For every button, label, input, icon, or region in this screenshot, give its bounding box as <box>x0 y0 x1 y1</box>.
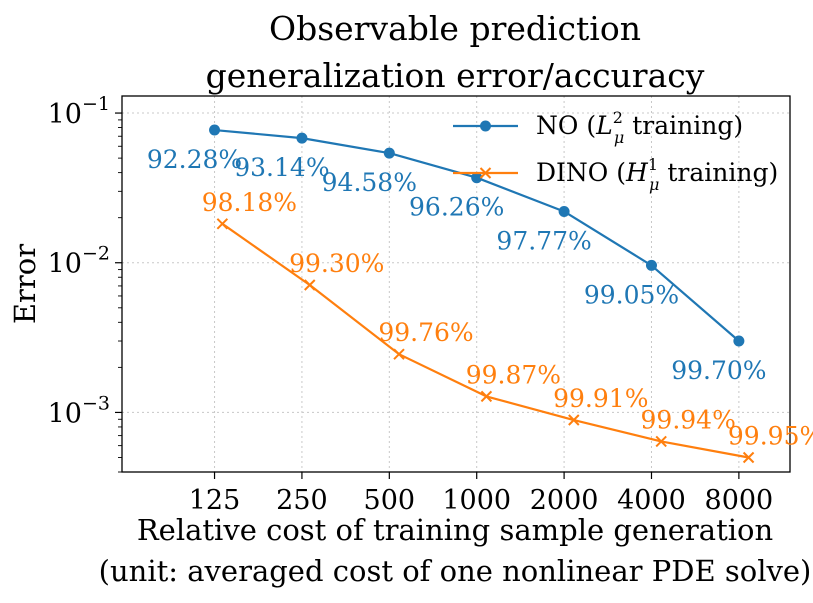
x-tick-label: 8000 <box>705 485 774 516</box>
y-axis-ticks: 10−3 10−2 10−1 <box>48 93 122 429</box>
data-point-dino <box>480 390 493 403</box>
x-axis-label-line2: (unit: averaged cost of one nonlinear PD… <box>99 554 812 588</box>
annotations: 92.28%93.14%94.58%96.26% 97.77% 99.05% 99.7… <box>147 145 813 450</box>
data-point-no <box>209 124 221 136</box>
annotation-no: 93.14% <box>234 153 329 182</box>
legend: NO (L2 μ training) DINO (H1 μ training) <box>453 108 778 194</box>
minor-ticks <box>118 119 122 473</box>
annotation-dino: 99.91% <box>553 384 648 413</box>
annotation-no: 94.58% <box>322 168 417 197</box>
data-point-no <box>558 205 570 217</box>
x-tick-label: 2000 <box>530 485 599 516</box>
data-point-no <box>471 172 483 184</box>
x-tick-label: 1000 <box>442 485 511 516</box>
annotation-dino: 99.94% <box>641 405 736 434</box>
data-point-dino <box>742 451 755 464</box>
annotation-no: 99.70% <box>671 356 766 385</box>
y-tick-label: 10−2 <box>48 243 110 280</box>
data-point-no <box>383 147 395 159</box>
data-point-no <box>733 335 745 347</box>
annotation-no: 96.26% <box>409 193 504 222</box>
grid <box>122 96 790 472</box>
legend-label-dino: DINO (H1 μ training) <box>536 155 778 194</box>
series-group <box>209 124 755 464</box>
plot-frame <box>121 95 791 473</box>
legend-label-no: NO (L2 μ training) <box>536 108 743 147</box>
annotation-dino: 99.95% <box>728 421 813 450</box>
data-point-dino <box>216 218 229 230</box>
annotation-dino: 98.18% <box>202 188 297 217</box>
annotation-dino: 99.30% <box>289 249 384 278</box>
y-axis-label: Error <box>8 244 42 324</box>
legend-marker-no <box>480 120 491 132</box>
x-tick-label: 125 <box>189 485 241 516</box>
legend-marker-dino <box>479 167 492 179</box>
data-point-no <box>296 132 308 144</box>
data-point-dino <box>655 435 667 448</box>
x-tick-label: 500 <box>364 485 416 516</box>
x-tick-label: 4000 <box>617 485 686 516</box>
x-tick-label: 250 <box>276 485 328 516</box>
data-point-dino <box>568 414 580 426</box>
annotation-no: 92.28% <box>147 145 242 174</box>
data-point-no <box>645 259 657 271</box>
annotation-dino: 99.87% <box>466 360 561 389</box>
chart-title-line2: generalization error/accuracy <box>206 56 705 95</box>
chart-title-line1: Observable prediction <box>269 9 641 48</box>
annotation-no: 99.05% <box>584 280 679 309</box>
data-point-dino <box>304 279 316 291</box>
x-axis-ticks: 125 250 500 1000 2000 4000 8000 <box>189 472 773 516</box>
data-point-dino <box>393 348 405 360</box>
annotation-no: 97.77% <box>496 226 591 255</box>
x-axis-label-line1: Relative cost of training sample generat… <box>137 513 773 547</box>
y-tick-label: 10−3 <box>48 392 110 429</box>
y-tick-label: 10−1 <box>48 93 110 130</box>
annotation-dino: 99.76% <box>378 318 473 347</box>
